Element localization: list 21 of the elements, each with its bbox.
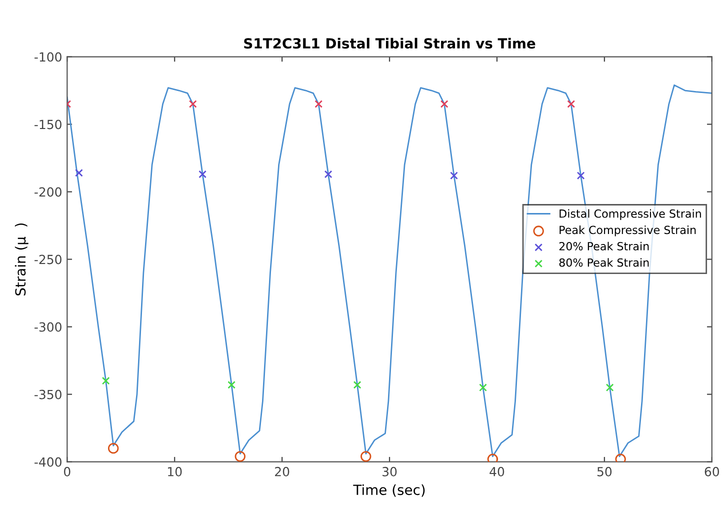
legend-label: Peak Compressive Strain [560, 226, 696, 236]
y-tick-label: -400 [34, 457, 62, 467]
y-tick-label: -350 [34, 390, 62, 400]
x-tick-label: 30 [382, 466, 397, 476]
x-tick-label: 10 [168, 466, 182, 476]
x-tick-label: 50 [597, 466, 612, 476]
x-tick-label: 60 [704, 466, 720, 476]
y-tick-label: -100 [34, 52, 62, 62]
y-tick-label: -200 [34, 187, 62, 197]
x-tick-label: 0 [64, 466, 70, 476]
y-tick-label: -150 [34, 120, 62, 130]
y-tick-label: -250 [34, 254, 62, 264]
legend-label: Distal Compressive Strain [560, 209, 701, 220]
y-tick-label: -300 [34, 322, 62, 332]
y-axis-title: Strain (μ ) [14, 223, 28, 296]
x-tick-label: 40 [490, 466, 504, 476]
x-axis-title: Time (sec) [353, 484, 425, 497]
chart-title: S1T2C3L1 Distal Tibial Strain vs Time [244, 38, 536, 49]
legend-label: 20% Peak Strain [559, 242, 649, 250]
x-tick-label: 20 [275, 466, 290, 476]
legend-label: 80% Peak Strain [559, 258, 649, 267]
